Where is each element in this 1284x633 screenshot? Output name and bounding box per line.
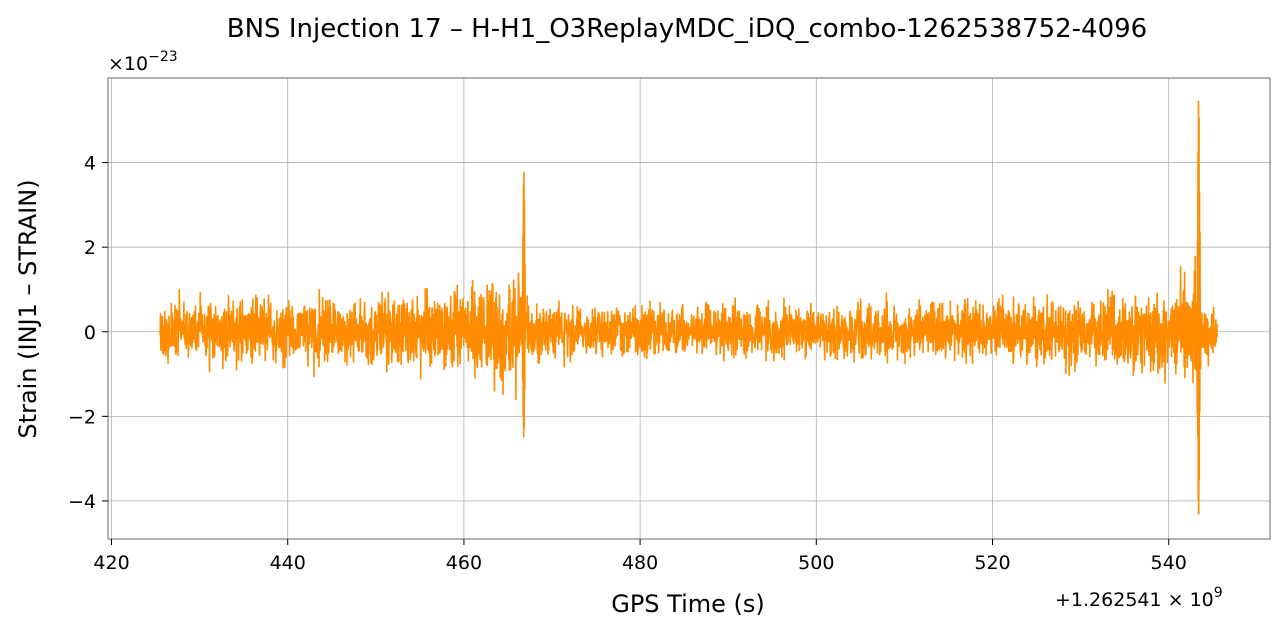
x-axis-label: GPS Time (s) bbox=[611, 590, 765, 618]
y-tick-label: −2 bbox=[68, 406, 96, 428]
x-tick-label: 420 bbox=[93, 552, 129, 574]
plot-frame bbox=[107, 77, 1271, 540]
x-tick-label: 500 bbox=[798, 552, 834, 574]
y-scale-base: ×10 bbox=[108, 53, 148, 75]
x-offset-exponent: 9 bbox=[1214, 585, 1223, 601]
x-offset-label: +1.262541 × 109 bbox=[1055, 585, 1223, 611]
strain-series-line bbox=[159, 100, 1218, 515]
y-tick-label: 0 bbox=[84, 322, 96, 344]
chart-title: BNS Injection 17 – H-H1_O3ReplayMDC_iDQ_… bbox=[227, 14, 1147, 44]
grid-lines bbox=[108, 78, 1270, 539]
x-tick-label: 480 bbox=[622, 552, 658, 574]
y-tick-label: −4 bbox=[68, 491, 96, 513]
y-axis-ticks: −4 −2 0 2 4 bbox=[68, 153, 108, 513]
x-tick-label: 460 bbox=[446, 552, 482, 574]
y-scale-exponent: −23 bbox=[148, 49, 178, 65]
x-offset-base: +1.262541 × 10 bbox=[1055, 589, 1214, 611]
y-axis-label: Strain (INJ1 – STRAIN) bbox=[14, 179, 42, 438]
x-tick-label: 440 bbox=[270, 552, 306, 574]
x-axis-ticks: 420 440 460 480 500 520 540 bbox=[93, 539, 1187, 574]
y-scale-label: ×10−23 bbox=[108, 49, 178, 75]
x-tick-label: 540 bbox=[1151, 552, 1187, 574]
x-tick-label: 520 bbox=[974, 552, 1010, 574]
plot-area bbox=[159, 100, 1218, 515]
y-tick-label: 2 bbox=[84, 237, 96, 259]
y-tick-label: 4 bbox=[84, 153, 96, 175]
